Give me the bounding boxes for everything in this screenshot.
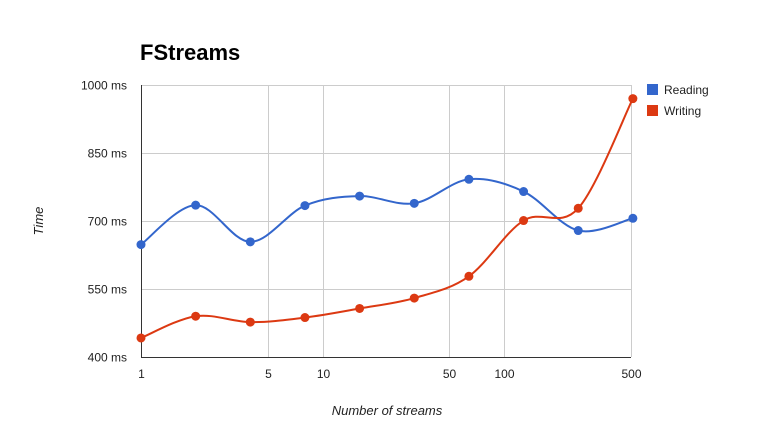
series-writing xyxy=(136,94,638,343)
data-point-reading[interactable] xyxy=(300,201,310,211)
data-point-reading[interactable] xyxy=(519,187,529,197)
data-point-writing[interactable] xyxy=(191,311,201,321)
data-point-reading[interactable] xyxy=(464,174,474,184)
y-tick-label: 1000 ms xyxy=(81,79,127,93)
data-point-reading[interactable] xyxy=(573,226,583,236)
tick-labels: 400 ms 550 ms 700 ms 850 ms 1000 ms 1 5 10 50 100… xyxy=(81,79,642,382)
y-tick-label: 700 ms xyxy=(88,215,127,229)
data-point-writing[interactable] xyxy=(464,271,474,281)
legend-label: Writing xyxy=(664,104,701,118)
legend-label: Reading xyxy=(664,83,709,97)
series-reading xyxy=(136,174,638,250)
data-point-writing[interactable] xyxy=(628,94,638,104)
data-point-writing[interactable] xyxy=(300,313,310,323)
y-axis-label: Time xyxy=(31,207,46,236)
legend-swatch xyxy=(647,105,658,116)
data-point-reading[interactable] xyxy=(409,198,419,208)
x-tick-label: 100 xyxy=(494,367,514,381)
chart-title: FStreams xyxy=(140,40,240,65)
x-tick-label: 50 xyxy=(443,367,457,381)
data-point-reading[interactable] xyxy=(191,200,201,210)
data-point-reading[interactable] xyxy=(355,191,365,201)
series-line-writing xyxy=(140,98,634,339)
data-point-reading[interactable] xyxy=(628,213,638,223)
data-point-reading[interactable] xyxy=(245,237,255,247)
x-tick-label: 5 xyxy=(265,367,272,381)
series-line-reading xyxy=(140,177,634,246)
data-point-writing[interactable] xyxy=(573,203,583,213)
data-point-writing[interactable] xyxy=(136,333,146,343)
y-tick-label: 850 ms xyxy=(88,147,127,161)
legend-item-reading[interactable]: Reading xyxy=(647,83,709,97)
data-point-writing[interactable] xyxy=(355,303,365,313)
data-point-writing[interactable] xyxy=(519,216,529,226)
x-tick-label: 10 xyxy=(317,367,331,381)
x-tick-label: 500 xyxy=(621,367,641,381)
grid xyxy=(141,85,632,358)
legend[interactable]: Reading Writing xyxy=(647,83,709,118)
x-tick-label: 1 xyxy=(138,367,145,381)
data-point-writing[interactable] xyxy=(409,293,419,303)
y-tick-label: 400 ms xyxy=(88,351,127,365)
x-axis-label: Number of streams xyxy=(332,403,443,418)
y-tick-label: 550 ms xyxy=(88,283,127,297)
legend-item-writing[interactable]: Writing xyxy=(647,104,701,118)
series-layer xyxy=(136,94,638,343)
data-point-reading[interactable] xyxy=(136,240,146,250)
data-point-writing[interactable] xyxy=(245,317,255,327)
legend-swatch xyxy=(647,84,658,95)
